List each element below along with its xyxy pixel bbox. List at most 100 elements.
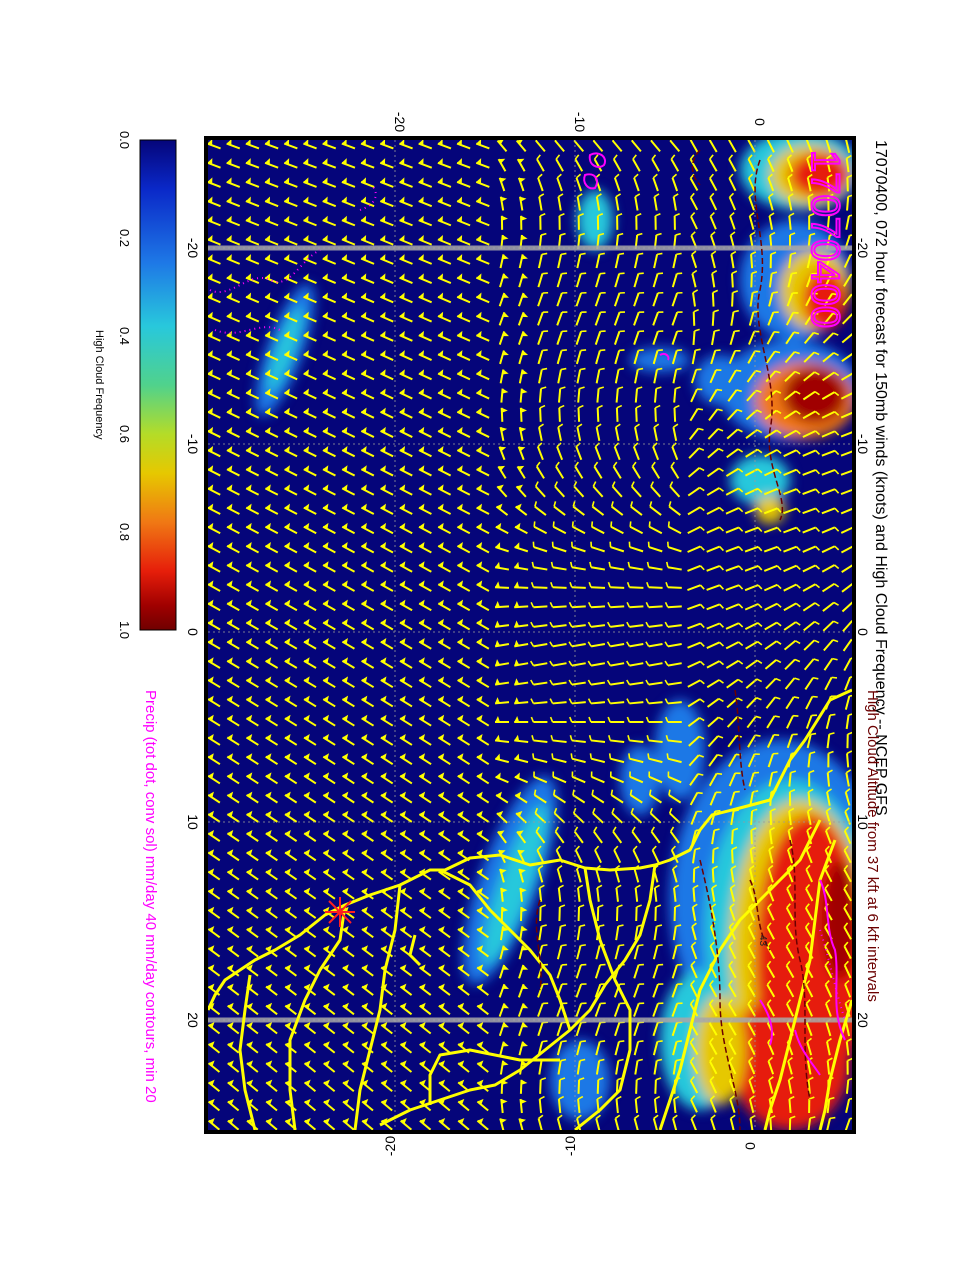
location-marker-icon (325, 897, 355, 927)
wind-barb (590, 521, 605, 535)
wind-barb (208, 254, 221, 265)
wind-barb (498, 983, 509, 998)
wind-barb (457, 906, 470, 919)
wind-barb (494, 581, 510, 589)
wind-barb (805, 845, 813, 864)
wind-barb (665, 581, 682, 589)
wind-barb (498, 292, 509, 307)
wind-barb (785, 331, 800, 345)
wind-barb (322, 196, 337, 208)
wind-barb (595, 1114, 601, 1130)
wind-barb (380, 350, 394, 361)
wind-barb (341, 484, 356, 496)
wind-barb (615, 924, 624, 941)
lon-tick-label: 0 (185, 628, 201, 636)
wind-barb (456, 446, 471, 458)
wind-barb (517, 849, 526, 864)
wind-barb (748, 771, 760, 787)
wind-barb (587, 679, 606, 686)
wind-barb (765, 677, 781, 690)
wind-barb (728, 980, 737, 998)
wind-barb (687, 506, 705, 516)
wind-barb (360, 484, 375, 496)
wind-barb (607, 581, 625, 589)
wind-barb (499, 350, 509, 365)
wind-barb (614, 252, 625, 269)
wind-barb (499, 196, 508, 211)
wind-barb (264, 292, 279, 304)
wind-barb (805, 140, 813, 153)
wind-barb (208, 945, 221, 958)
wind-barb (341, 618, 355, 631)
wind-barb (519, 1079, 528, 1094)
wind-barb (380, 657, 394, 669)
wind-barb (284, 945, 298, 958)
wind-barb (787, 272, 798, 288)
wind-barb (633, 291, 645, 307)
wind-barb (284, 638, 298, 650)
wind-barb (687, 486, 705, 497)
wind-barb (825, 154, 832, 173)
wind-barb (844, 694, 852, 710)
wind-barb (607, 698, 625, 705)
wind-barb (667, 771, 682, 784)
wind-barb (749, 790, 759, 806)
wind-barb (552, 771, 567, 784)
wind-barb (360, 215, 375, 227)
wind-barb (284, 426, 298, 438)
wind-barb (538, 386, 547, 403)
wind-barb (515, 484, 527, 498)
wind-barb (629, 771, 644, 784)
wind-barb (607, 716, 625, 724)
wind-barb (342, 810, 355, 823)
wind-barb (536, 845, 545, 864)
wind-barb (626, 621, 644, 628)
wind-barb (634, 884, 641, 902)
wind-barb (768, 271, 778, 288)
wind-barb (568, 698, 586, 705)
wind-barb (380, 561, 394, 573)
wind-barb (361, 945, 374, 958)
wind-barb (399, 446, 413, 458)
wind-barb (226, 945, 240, 958)
wind-barb (322, 849, 336, 862)
wind-barb (226, 273, 241, 285)
wind-barb (537, 864, 544, 883)
wind-barb (226, 465, 240, 477)
wind-barb (342, 1079, 355, 1092)
wind-barb (807, 1076, 814, 1094)
wind-barb (226, 484, 240, 496)
wind-barb (803, 639, 820, 651)
wind-barb (341, 292, 356, 304)
wind-barb (766, 734, 780, 748)
wind-barb (208, 311, 221, 323)
wind-barb (821, 469, 840, 476)
wind-barb (787, 1056, 793, 1075)
wind-barb (763, 564, 782, 572)
wind-barb (245, 618, 259, 631)
wind-barb (284, 1002, 297, 1016)
wind-barb (747, 734, 761, 748)
wind-barb (634, 386, 643, 403)
wind-barb (692, 884, 699, 902)
wind-barb (556, 1040, 567, 1056)
wind-barb (783, 545, 801, 553)
wind-barb (265, 1098, 278, 1112)
wind-barb (825, 140, 832, 153)
wind-barb (626, 601, 644, 609)
wind-barb (341, 446, 356, 458)
wind-barb (303, 158, 317, 169)
wind-barb (744, 584, 763, 592)
wind-barb (823, 292, 838, 307)
wind-barb (303, 234, 317, 246)
wind-barb (303, 753, 317, 766)
lat-tick-label: 0 (752, 118, 768, 126)
colorbar-label: High Cloud Frequency (93, 330, 105, 440)
wind-barb (744, 487, 763, 496)
wind-barb (728, 1037, 737, 1056)
wind-barb (843, 884, 852, 902)
wind-barb (802, 488, 820, 495)
wind-barb (654, 212, 661, 230)
wind-barb (783, 602, 801, 612)
wind-barb (568, 679, 586, 686)
